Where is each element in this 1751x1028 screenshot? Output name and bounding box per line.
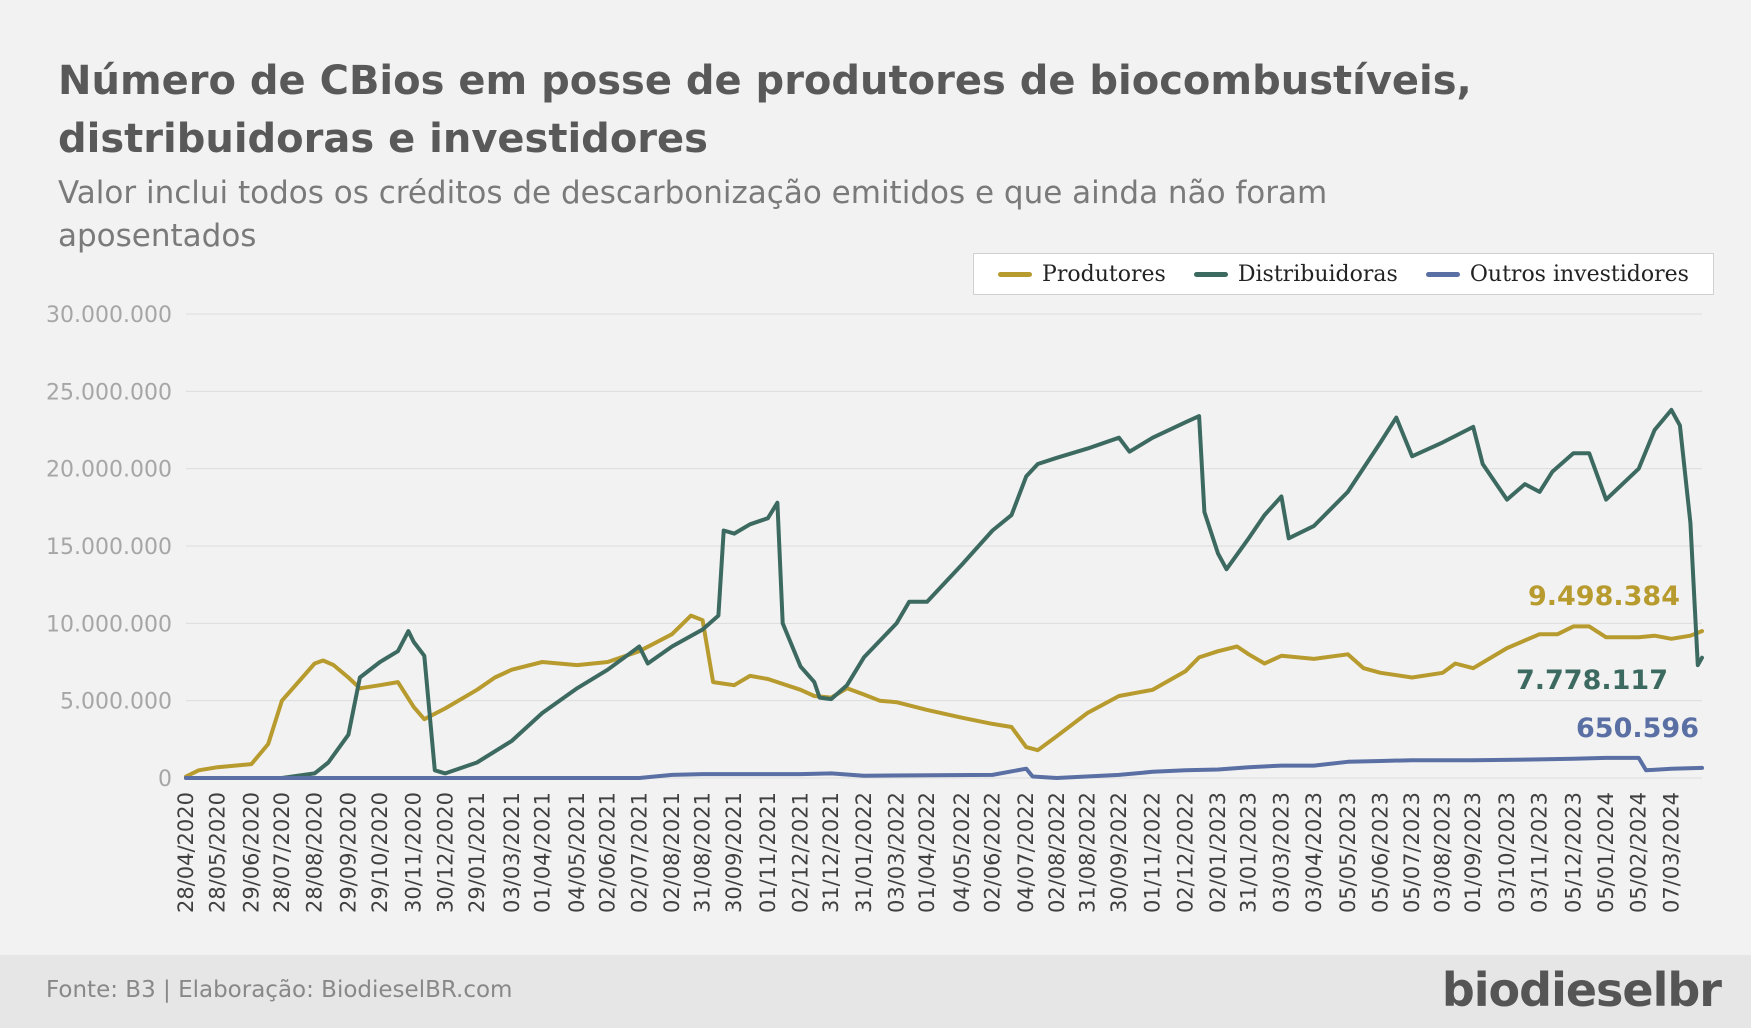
x-tick-label: 05/02/2024: [1627, 792, 1651, 913]
series-line-produtores: [184, 613, 1704, 779]
end-label: 650.596: [1576, 713, 1699, 744]
legend-item-produtores: Produtores: [998, 262, 1166, 287]
x-tick-label: 04/07/2022: [1014, 792, 1038, 913]
x-tick-label: 02/12/2021: [789, 792, 813, 913]
y-tick-label: 25.000.000: [46, 380, 172, 405]
x-tick-label: 02/07/2021: [627, 792, 651, 913]
legend-item-outros: Outros investidores: [1425, 261, 1689, 287]
x-tick-label: 07/03/2024: [1659, 792, 1683, 913]
x-tick-label: 04/05/2021: [565, 792, 589, 913]
x-tick-label: 31/08/2022: [1075, 792, 1099, 913]
x-tick-label: 02/06/2021: [596, 792, 620, 913]
x-tick-label: 31/01/2023: [1237, 792, 1261, 913]
legend: Produtores Distribuidoras Outros investi…: [973, 253, 1714, 295]
x-tick-label: 05/07/2023: [1400, 792, 1424, 913]
x-tick-label: 05/05/2023: [1336, 792, 1360, 913]
x-tick-label: 30/09/2021: [722, 792, 746, 913]
x-tick-label: 31/01/2022: [852, 792, 876, 913]
x-tick-label: 31/12/2021: [819, 792, 843, 913]
x-tick-label: 02/06/2022: [980, 792, 1004, 913]
x-tick-label: 29/09/2020: [336, 792, 360, 913]
x-tick-label: 02/12/2022: [1173, 792, 1197, 913]
series-line-outros-investidores: [184, 755, 1704, 780]
x-tick-label: 03/03/2023: [1269, 792, 1293, 913]
x-tick-label: 03/03/2021: [500, 792, 524, 913]
x-tick-label: 30/11/2020: [402, 792, 426, 913]
x-tick-label: 31/08/2021: [691, 792, 715, 913]
brand-logo: biodieselbr: [1441, 963, 1722, 1017]
x-tick-label: 03/04/2023: [1302, 792, 1326, 913]
x-tick-label: 05/12/2023: [1561, 792, 1585, 913]
chart-subtitle: Valor inclui todos os créditos de descar…: [58, 175, 1328, 254]
x-tick-label: 28/05/2020: [206, 792, 230, 913]
x-tick-label: 03/11/2023: [1528, 792, 1552, 913]
x-tick-label: 28/07/2020: [270, 792, 294, 913]
legend-swatch-distribuidoras: [1193, 271, 1228, 277]
x-tick-label: 28/04/2020: [174, 792, 198, 913]
x-tick-label: 29/10/2020: [368, 792, 392, 913]
x-tick-label: 05/01/2024: [1594, 792, 1618, 913]
x-tick-label: 29/01/2021: [465, 792, 489, 913]
y-tick-label: 20.000.000: [46, 458, 172, 483]
x-tick-label: 01/11/2022: [1141, 792, 1165, 913]
x-tick-label: 01/11/2021: [756, 792, 780, 913]
x-tick-label: 02/01/2023: [1206, 792, 1230, 913]
y-tick-label: 0: [158, 767, 172, 792]
x-tick-label: 05/06/2023: [1368, 792, 1392, 913]
x-tick-label: 03/10/2023: [1495, 792, 1519, 913]
end-label: 9.498.384: [1528, 581, 1680, 612]
legend-label-outros: Outros investidores: [1469, 261, 1689, 287]
x-tick-label: 04/05/2022: [950, 792, 974, 913]
series-line-distribuidoras: [184, 407, 1704, 780]
legend-label-distribuidoras: Distribuidoras: [1237, 261, 1398, 287]
x-tick-label: 01/04/2022: [915, 792, 939, 913]
x-tick-label: 03/08/2023: [1431, 792, 1455, 913]
y-tick-label: 10.000.000: [46, 612, 172, 637]
y-tick-label: 15.000.000: [46, 535, 172, 560]
legend-swatch-produtores: [998, 271, 1033, 277]
x-tick-label: 01/04/2021: [530, 792, 554, 913]
chart-title: Número de CBios em posse de produtores d…: [58, 58, 1472, 162]
line-chart: 0 5.000.000 10.000.000 15.000.000 20.000.000…: [46, 303, 1704, 913]
end-label: 7.778.117: [1516, 665, 1668, 696]
x-tick-label: 03/03/2022: [885, 792, 909, 913]
x-tick-label: 30/09/2022: [1107, 792, 1131, 913]
x-tick-label: 02/08/2022: [1045, 792, 1069, 913]
source-text: Fonte: B3 | Elaboração: BiodieselBR.com: [46, 977, 513, 1003]
x-tick-label: 01/09/2023: [1461, 792, 1485, 913]
y-tick-label: 5.000.000: [60, 690, 172, 715]
x-tick-label: 29/06/2020: [239, 792, 263, 913]
legend-swatch-outros: [1425, 271, 1460, 277]
legend-label-produtores: Produtores: [1042, 261, 1166, 287]
legend-item-distribuidoras: Distribuidoras: [1193, 261, 1398, 287]
y-tick-label: 30.000.000: [46, 303, 172, 328]
x-tick-label: 02/08/2021: [660, 792, 684, 913]
x-tick-label: 30/12/2020: [433, 792, 457, 913]
x-tick-label: 28/08/2020: [303, 792, 327, 913]
footer: Fonte: B3 | Elaboração: BiodieselBR.com …: [0, 955, 1751, 1028]
